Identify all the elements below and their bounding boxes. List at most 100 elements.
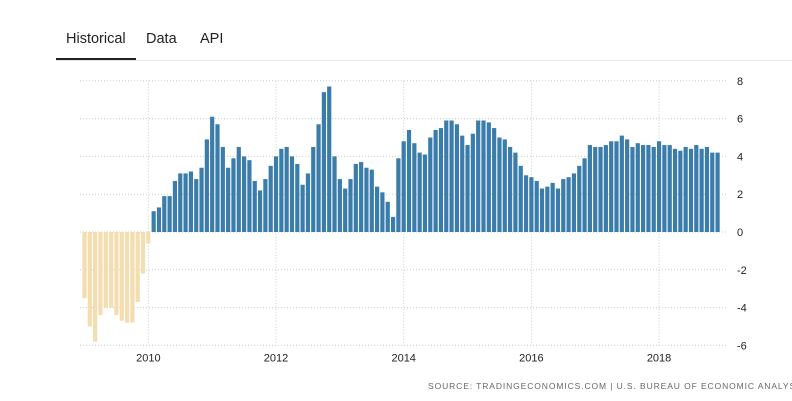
bar[interactable] <box>210 116 215 232</box>
bar[interactable] <box>321 92 326 232</box>
bar[interactable] <box>385 201 390 232</box>
bar[interactable] <box>539 188 545 232</box>
bar[interactable] <box>199 167 204 232</box>
bar[interactable] <box>82 232 87 299</box>
bar[interactable] <box>263 179 268 232</box>
bar[interactable] <box>114 232 119 316</box>
bar[interactable] <box>662 145 667 232</box>
bar[interactable] <box>667 145 672 232</box>
bar[interactable] <box>603 145 608 232</box>
bar[interactable] <box>140 232 146 274</box>
bar[interactable] <box>433 129 438 232</box>
bar[interactable] <box>183 173 188 232</box>
bar[interactable] <box>353 163 358 232</box>
bar[interactable] <box>380 192 385 232</box>
bar[interactable] <box>481 120 486 232</box>
bar[interactable] <box>704 146 710 232</box>
bar[interactable] <box>465 145 470 232</box>
tab-data[interactable]: Data <box>146 31 177 47</box>
bar[interactable] <box>188 171 193 232</box>
bar[interactable] <box>390 216 396 232</box>
bar[interactable] <box>656 141 662 232</box>
bar[interactable] <box>486 122 491 232</box>
bar[interactable] <box>715 152 720 232</box>
bar[interactable] <box>87 232 92 327</box>
bar[interactable] <box>630 146 635 232</box>
bar[interactable] <box>369 169 374 232</box>
bar[interactable] <box>194 179 199 232</box>
bar[interactable] <box>476 120 481 232</box>
bar[interactable] <box>109 232 114 308</box>
bar[interactable] <box>492 128 497 232</box>
bar[interactable] <box>545 186 550 232</box>
bar[interactable] <box>279 148 284 232</box>
bar[interactable] <box>215 124 220 232</box>
bar[interactable] <box>93 232 98 342</box>
bar[interactable] <box>417 152 422 232</box>
bar[interactable] <box>396 158 401 232</box>
bar[interactable] <box>236 146 241 232</box>
bar[interactable] <box>135 232 140 302</box>
bar[interactable] <box>422 154 428 232</box>
bar[interactable] <box>162 196 167 232</box>
bar[interactable] <box>672 148 678 232</box>
bar[interactable] <box>327 86 332 232</box>
bar[interactable] <box>295 163 300 232</box>
bar[interactable] <box>688 148 694 232</box>
bar[interactable] <box>124 232 130 323</box>
bar[interactable] <box>401 141 406 232</box>
bar[interactable] <box>103 232 108 308</box>
bar[interactable] <box>412 143 417 232</box>
bar[interactable] <box>242 156 247 232</box>
bar[interactable] <box>518 165 523 232</box>
bar[interactable] <box>337 179 342 232</box>
bar[interactable] <box>694 145 699 232</box>
bar[interactable] <box>375 186 380 232</box>
bar[interactable] <box>130 232 135 323</box>
bar[interactable] <box>151 211 156 232</box>
bar[interactable] <box>98 232 103 316</box>
bar[interactable] <box>502 139 507 232</box>
bar[interactable] <box>529 177 534 232</box>
bar[interactable] <box>582 158 587 232</box>
bar[interactable] <box>566 177 571 232</box>
bar[interactable] <box>247 160 252 232</box>
bar[interactable] <box>651 146 656 232</box>
bar[interactable] <box>683 146 688 232</box>
bar[interactable] <box>305 173 311 232</box>
bar[interactable] <box>449 120 454 232</box>
bar[interactable] <box>619 135 624 232</box>
bar[interactable] <box>598 146 603 232</box>
bar[interactable] <box>587 145 592 232</box>
bar[interactable] <box>364 167 369 232</box>
bar[interactable] <box>220 146 225 232</box>
bar[interactable] <box>359 162 364 232</box>
bar[interactable] <box>534 180 539 232</box>
bar[interactable] <box>710 152 715 232</box>
bar[interactable] <box>646 145 651 232</box>
bar[interactable] <box>699 148 704 232</box>
bar[interactable] <box>348 179 353 232</box>
bar[interactable] <box>555 188 561 232</box>
bar[interactable] <box>146 232 151 244</box>
bar[interactable] <box>273 156 279 232</box>
bar[interactable] <box>268 165 273 232</box>
bar[interactable] <box>257 190 263 232</box>
bar[interactable] <box>641 145 646 232</box>
bar[interactable] <box>635 143 640 232</box>
tab-historical[interactable]: Historical <box>56 31 136 60</box>
bar[interactable] <box>561 179 566 232</box>
bar[interactable] <box>428 137 433 233</box>
bar[interactable] <box>231 158 236 232</box>
bar[interactable] <box>497 137 502 233</box>
bar[interactable] <box>311 146 316 232</box>
bar[interactable] <box>119 232 124 321</box>
bar[interactable] <box>156 207 162 232</box>
bar[interactable] <box>523 175 529 232</box>
bar[interactable] <box>460 135 465 232</box>
bar[interactable] <box>316 124 321 232</box>
bar[interactable] <box>438 128 444 232</box>
bar[interactable] <box>625 139 630 232</box>
bar[interactable] <box>609 141 614 232</box>
bar[interactable] <box>513 152 518 232</box>
